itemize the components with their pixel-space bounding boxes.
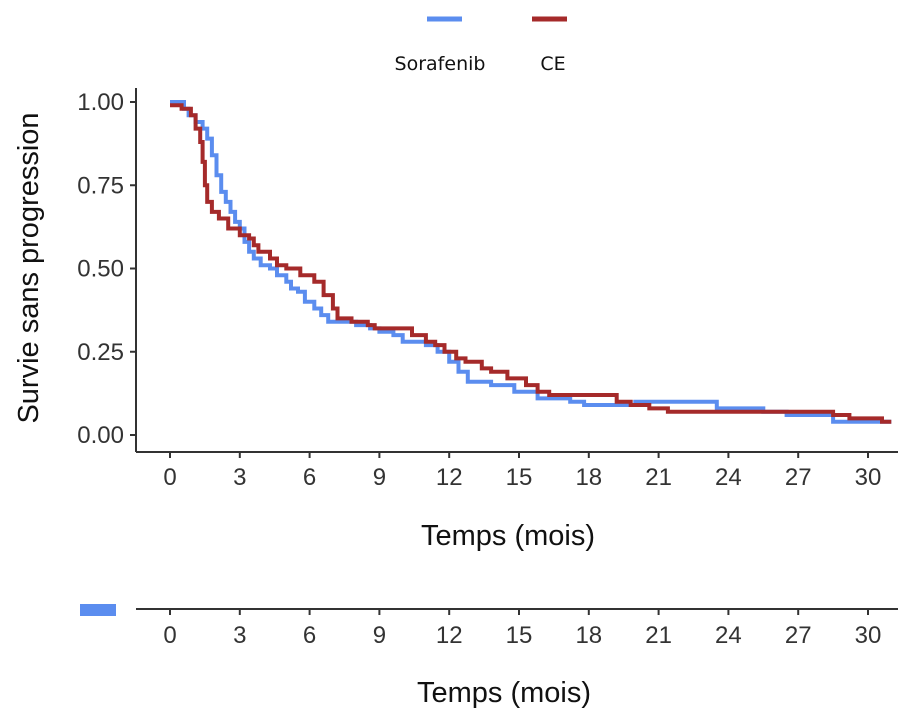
x-tick-label: 3	[233, 464, 246, 491]
x-tick-label: 9	[373, 464, 386, 491]
x-tick-label: 24	[715, 622, 742, 649]
series-line-ce	[170, 103, 892, 424]
x-tick-label: 30	[855, 464, 882, 491]
x-tick-label: 18	[575, 622, 602, 649]
secondary-x-axis-title: Temps (mois)	[417, 677, 591, 708]
secondary-x-axis-ticks: 0 3 6 9 12 15 18 21 24 27 30	[163, 609, 881, 649]
plot-series	[170, 100, 892, 424]
x-tick-label: 0	[163, 464, 176, 491]
y-axis-ticks: 0.00 0.25 0.50 0.75 1.00	[77, 89, 136, 449]
x-tick-label: 15	[506, 464, 533, 491]
x-tick-label: 9	[373, 622, 386, 649]
x-tick-label: 30	[855, 622, 882, 649]
x-axis-title: Temps (mois)	[421, 520, 595, 552]
legend-label-ce: CE	[540, 53, 565, 75]
x-tick-label: 12	[436, 464, 463, 491]
x-tick-label: 12	[436, 622, 463, 649]
y-tick-label: 1.00	[77, 89, 124, 116]
legend-label-sorafenib: Sorafenib	[395, 53, 486, 75]
x-tick-label: 18	[575, 464, 602, 491]
x-axis-ticks: 0 3 6 9 12 15 18 21 24 27 30	[163, 452, 881, 491]
x-tick-label: 6	[303, 622, 316, 649]
series-line-sorafenib	[170, 100, 892, 424]
legend: Sorafenib CE	[395, 16, 567, 75]
x-tick-label: 21	[645, 464, 672, 491]
y-tick-label: 0.00	[77, 422, 124, 449]
x-tick-label: 24	[715, 464, 742, 491]
x-tick-label: 27	[785, 464, 812, 491]
x-tick-label: 27	[785, 622, 812, 649]
y-tick-label: 0.50	[77, 256, 124, 283]
x-tick-label: 15	[506, 622, 533, 649]
x-tick-label: 21	[645, 622, 672, 649]
y-tick-label: 0.75	[77, 172, 124, 199]
x-tick-label: 0	[163, 622, 176, 649]
x-tick-label: 6	[303, 464, 316, 491]
secondary-legend-swatch	[80, 604, 116, 616]
y-tick-label: 0.25	[77, 339, 124, 366]
x-tick-label: 3	[233, 622, 246, 649]
y-axis-title: Survie sans progression	[13, 112, 45, 423]
